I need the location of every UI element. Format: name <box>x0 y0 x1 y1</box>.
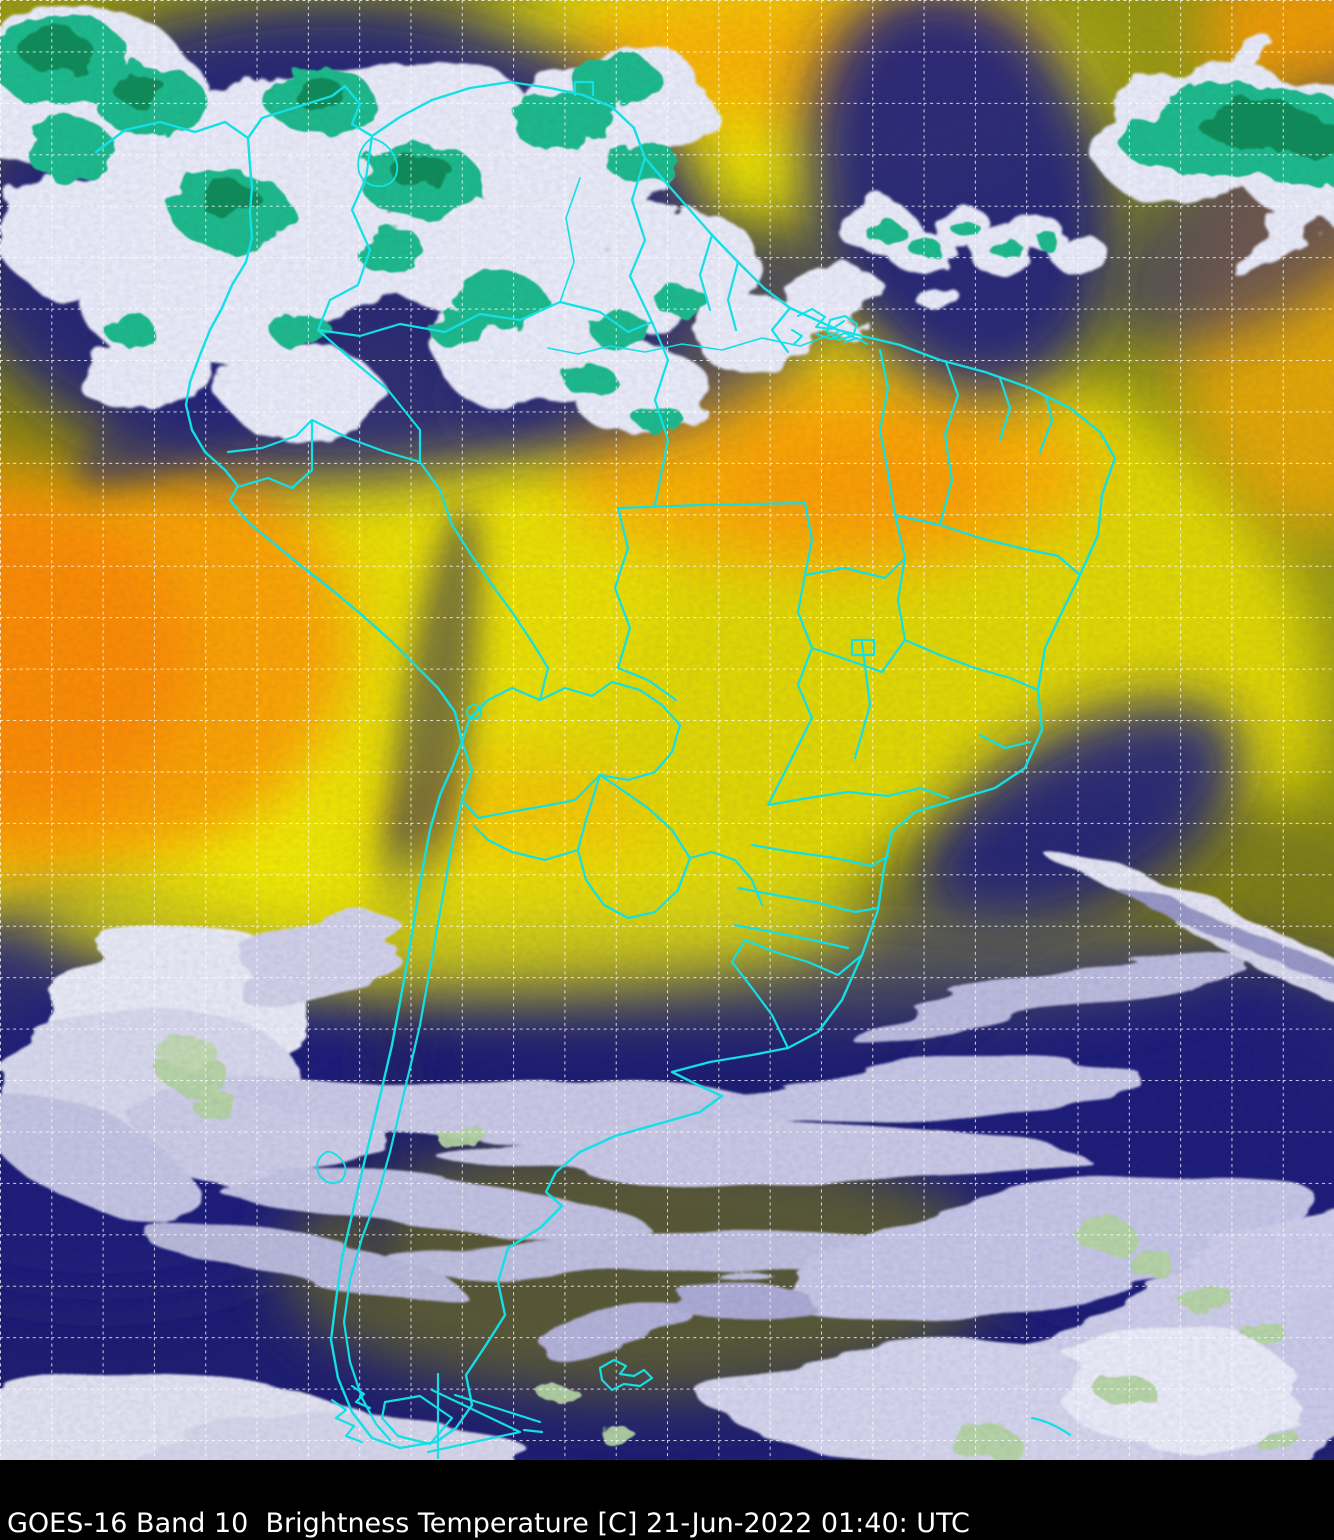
graticule-grid <box>0 0 1334 1460</box>
satellite-map <box>0 0 1334 1460</box>
caption-bar: GOES-16 Band 10 Brightness Temperature [… <box>0 1460 1334 1540</box>
island-outlines-path <box>522 1358 1072 1437</box>
satellite-map-canvas <box>0 0 1334 1460</box>
lake-outlines-path <box>316 137 399 1185</box>
country-borders-path <box>226 134 864 1442</box>
state-borders-path <box>573 80 1082 950</box>
map-boundaries-layer <box>94 80 1117 1460</box>
amazon-delta-path <box>791 308 868 345</box>
tierra-del-fuego-path <box>330 1372 542 1460</box>
coastline-path <box>94 80 1117 1450</box>
lake-titicaca-outline <box>466 704 482 720</box>
caption-text: GOES-16 Band 10 Brightness Temperature [… <box>7 1508 970 1539</box>
river-lines-path <box>547 177 839 355</box>
